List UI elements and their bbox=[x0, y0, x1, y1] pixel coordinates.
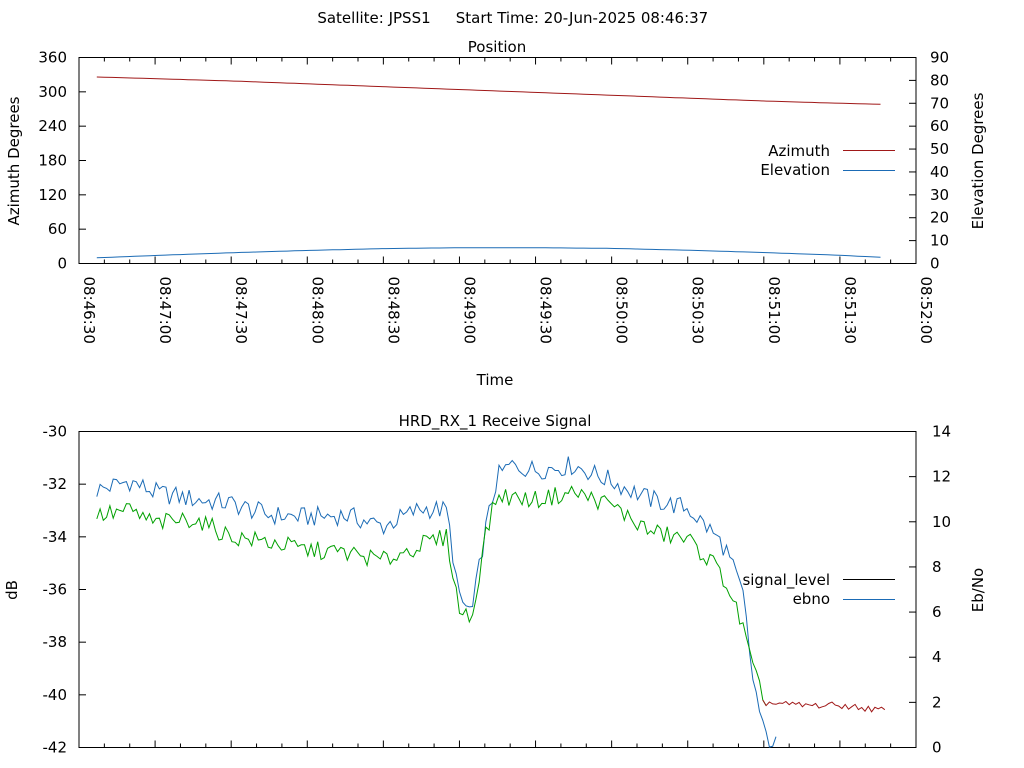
legend-label-ebno: ebno bbox=[793, 590, 830, 608]
position-y2-tick-label: 10 bbox=[930, 232, 949, 250]
position-x-tick-label: 08:52:00 bbox=[917, 277, 935, 344]
signal-chart-title: HRD_RX_1 Receive Signal bbox=[399, 412, 592, 431]
position-x-tick-label: 08:48:00 bbox=[308, 277, 326, 344]
signal-y2-tick-label: 0 bbox=[932, 739, 942, 757]
position-right-ticks: 0 10 20 30 40 50 60 70 80 90 bbox=[909, 49, 949, 273]
signal-y-tick-label: -40 bbox=[43, 686, 68, 704]
position-y2-tick-label: 70 bbox=[930, 94, 949, 112]
position-x-tick-label: 08:49:30 bbox=[537, 277, 555, 344]
signal-y2-tick-label: 8 bbox=[932, 558, 942, 576]
signal-y2-tick-label: 12 bbox=[932, 468, 951, 486]
position-y2-tick-label: 0 bbox=[930, 255, 940, 273]
position-x-tick-label: 08:47:30 bbox=[232, 277, 250, 344]
signal-y2-axis-label: Eb/No bbox=[969, 568, 987, 612]
position-x-tick-label: 08:47:00 bbox=[156, 277, 174, 344]
elevation-series-line bbox=[96, 247, 881, 259]
signal-y2-tick-label: 4 bbox=[932, 648, 942, 666]
position-y-tick-label: 300 bbox=[38, 83, 67, 101]
position-x-tick-label: 08:50:00 bbox=[613, 277, 631, 344]
position-y2-tick-label: 60 bbox=[930, 117, 949, 135]
position-y-tick-label: 120 bbox=[38, 186, 67, 204]
signal-level-series-line bbox=[96, 485, 767, 706]
position-y-tick-label: 360 bbox=[38, 49, 67, 67]
position-y2-tick-label: 20 bbox=[930, 209, 949, 227]
position-x-tick-label: 08:51:30 bbox=[841, 277, 859, 344]
position-y-tick-label: 180 bbox=[38, 152, 67, 170]
position-x-tick-label: 08:49:00 bbox=[460, 277, 478, 344]
signal-y-tick-label: -42 bbox=[43, 739, 68, 757]
position-y2-tick-label: 30 bbox=[930, 186, 949, 204]
position-y-tick-label: 60 bbox=[48, 220, 67, 238]
position-left-ticks: 0 60 120 180 240 300 360 bbox=[38, 49, 86, 273]
position-y2-axis-label: Elevation Degrees bbox=[969, 92, 987, 229]
signal-y2-tick-label: 14 bbox=[932, 423, 951, 441]
position-y2-tick-label: 50 bbox=[930, 140, 949, 158]
position-y2-tick-label: 40 bbox=[930, 163, 949, 181]
signal-legend: signal_level ebno bbox=[742, 571, 895, 608]
position-x-tick-label: 08:51:00 bbox=[765, 277, 783, 344]
signal-y2-tick-label: 6 bbox=[932, 603, 942, 621]
ebno-series-line bbox=[96, 456, 777, 748]
position-minor-ticks bbox=[103, 57, 892, 264]
azimuth-series-line bbox=[96, 76, 881, 105]
position-y2-tick-label: 80 bbox=[930, 71, 949, 89]
position-x-axis-label: Time bbox=[476, 371, 514, 389]
receive-signal-chart: HRD_RX_1 Receive Signal -30-32-34-36-38-… bbox=[3, 412, 987, 757]
position-y-tick-label: 0 bbox=[57, 255, 67, 273]
signal-y-axis-label: dB bbox=[3, 580, 21, 600]
signal-level-series-tail bbox=[762, 699, 886, 713]
signal-y-tick-label: -36 bbox=[43, 581, 68, 599]
position-chart: Position 0 60 120 180 240 300 360 0 10 20 30 40 50 6… bbox=[5, 38, 987, 389]
signal-y2-tick-label: 2 bbox=[932, 693, 942, 711]
position-y-tick-label: 240 bbox=[38, 117, 67, 135]
position-x-tick-label: 08:46:30 bbox=[80, 277, 98, 344]
legend-label-signal-level: signal_level bbox=[742, 571, 830, 590]
legend-label-elevation: Elevation bbox=[760, 161, 830, 179]
position-chart-title: Position bbox=[468, 38, 526, 56]
satellite-label: Satellite: JPSS1 bbox=[317, 9, 430, 27]
signal-y-tick-label: -38 bbox=[43, 633, 68, 651]
position-legend: Azimuth Elevation bbox=[760, 142, 895, 179]
legend-label-azimuth: Azimuth bbox=[768, 142, 830, 160]
signal-right-ticks: 0 2 4 6 8 10 12 14 bbox=[909, 423, 951, 757]
position-x-tick-label: 08:50:30 bbox=[689, 277, 707, 344]
signal-left-ticks: -30 -32 -34 -36 -38 -40 -42 bbox=[43, 423, 86, 757]
signal-y-tick-label: -30 bbox=[43, 423, 68, 441]
signal-y-tick-label: -34 bbox=[43, 528, 68, 546]
signal-y2-tick-label: 10 bbox=[932, 513, 951, 531]
position-x-tick-label: 08:48:30 bbox=[384, 277, 402, 344]
signal-x-ticks bbox=[78, 740, 917, 748]
signal-y-tick-label: -32 bbox=[43, 475, 68, 493]
position-y-axis-label: Azimuth Degrees bbox=[5, 96, 23, 225]
position-y2-tick-label: 90 bbox=[930, 49, 949, 67]
position-x-ticks: 08:46:30 08:47:00 08:47:30 08:48:00 08:48:30… bbox=[78, 57, 935, 344]
start-time-label: Start Time: 20-Jun-2025 08:46:37 bbox=[456, 9, 708, 27]
